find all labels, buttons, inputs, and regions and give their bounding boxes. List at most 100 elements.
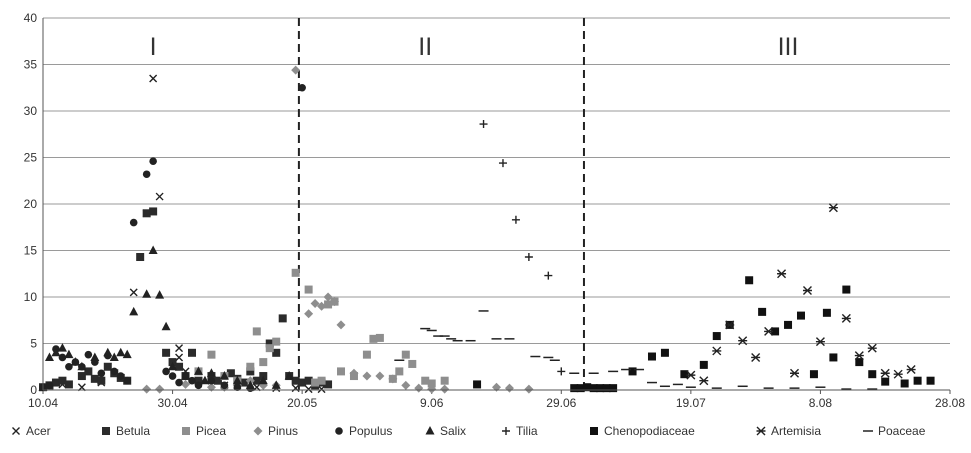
data-point <box>65 362 73 371</box>
y-tick-label: 40 <box>24 11 38 25</box>
data-point <box>557 367 566 376</box>
data-point <box>258 375 268 385</box>
data-point <box>304 309 314 319</box>
data-point <box>219 371 229 380</box>
data-point <box>129 306 139 316</box>
y-tick-label: 10 <box>24 290 38 304</box>
y-tick-label: 30 <box>24 104 38 118</box>
data-point <box>362 350 371 359</box>
data-point <box>868 370 877 379</box>
data-point <box>304 285 313 294</box>
data-point <box>103 347 113 357</box>
series-chenopodiaceae <box>473 276 935 393</box>
period-label: II <box>418 33 432 61</box>
data-point <box>790 368 800 378</box>
data-point <box>440 376 449 385</box>
data-point <box>317 376 326 385</box>
data-point <box>725 320 735 330</box>
data-point <box>337 367 346 376</box>
data-point <box>129 288 138 297</box>
series-tilia <box>479 120 566 376</box>
data-point <box>324 300 333 309</box>
data-point <box>181 379 191 389</box>
data-point <box>524 384 534 394</box>
legend-label: Artemisia <box>771 424 821 438</box>
data-point <box>188 376 196 385</box>
data-point <box>751 352 761 362</box>
data-point <box>583 383 592 392</box>
data-point <box>602 384 611 393</box>
data-point <box>110 367 119 376</box>
x-tick-label: 19.07 <box>676 396 706 410</box>
data-point <box>388 374 398 384</box>
data-point <box>252 376 261 385</box>
data-point <box>330 297 340 307</box>
data-point <box>90 352 100 361</box>
data-point <box>828 203 838 213</box>
data-point <box>149 74 158 83</box>
data-point <box>304 385 313 394</box>
data-point <box>375 371 385 381</box>
data-point <box>213 376 222 385</box>
y-tick-label: 25 <box>24 151 38 165</box>
data-point <box>589 384 598 393</box>
data-point <box>291 376 300 385</box>
data-point <box>570 384 579 393</box>
data-point <box>822 308 831 317</box>
data-point <box>44 352 54 361</box>
data-point <box>745 276 754 285</box>
data-point <box>239 378 248 387</box>
data-point <box>155 192 164 201</box>
data-point <box>369 334 378 343</box>
data-point <box>103 362 112 371</box>
data-point <box>310 299 320 309</box>
data-point <box>181 371 191 380</box>
data-point <box>278 314 287 323</box>
data-point <box>77 361 87 371</box>
legend-marker <box>102 427 110 435</box>
series-artemisia <box>686 203 916 386</box>
data-point <box>855 358 864 367</box>
data-point <box>829 353 838 362</box>
data-point <box>64 380 73 389</box>
legend-label: Pinus <box>268 424 298 438</box>
data-point <box>401 350 410 359</box>
data-point <box>142 209 151 218</box>
data-point <box>155 384 165 394</box>
data-point <box>893 369 903 379</box>
data-point <box>362 371 372 381</box>
data-point <box>401 380 411 390</box>
data-point <box>90 374 99 383</box>
period-label: III <box>778 33 799 61</box>
data-point <box>175 378 183 387</box>
data-point <box>395 367 404 376</box>
legend-label: Betula <box>116 424 150 438</box>
data-point <box>596 384 605 393</box>
series-poaceae <box>394 310 878 390</box>
data-point <box>336 320 346 330</box>
x-tick-label: 10.04 <box>28 396 58 410</box>
data-point <box>660 348 669 357</box>
data-point <box>680 370 689 379</box>
data-points <box>38 65 935 394</box>
data-point <box>122 349 132 359</box>
data-point <box>498 159 507 168</box>
data-point <box>492 382 501 392</box>
data-point <box>271 380 281 389</box>
data-point <box>479 120 488 129</box>
data-point <box>647 352 656 361</box>
data-point <box>123 376 132 385</box>
data-point <box>809 370 818 379</box>
data-point <box>265 344 274 353</box>
period-dividers <box>297 18 585 390</box>
data-point <box>427 384 437 394</box>
data-point <box>777 269 787 279</box>
data-point <box>440 384 450 394</box>
data-point <box>926 376 935 385</box>
data-point <box>408 359 417 368</box>
legend-label: Populus <box>349 424 392 438</box>
data-point <box>764 326 774 336</box>
legend-label: Picea <box>196 424 226 438</box>
data-point <box>245 380 255 389</box>
data-point <box>206 368 216 377</box>
